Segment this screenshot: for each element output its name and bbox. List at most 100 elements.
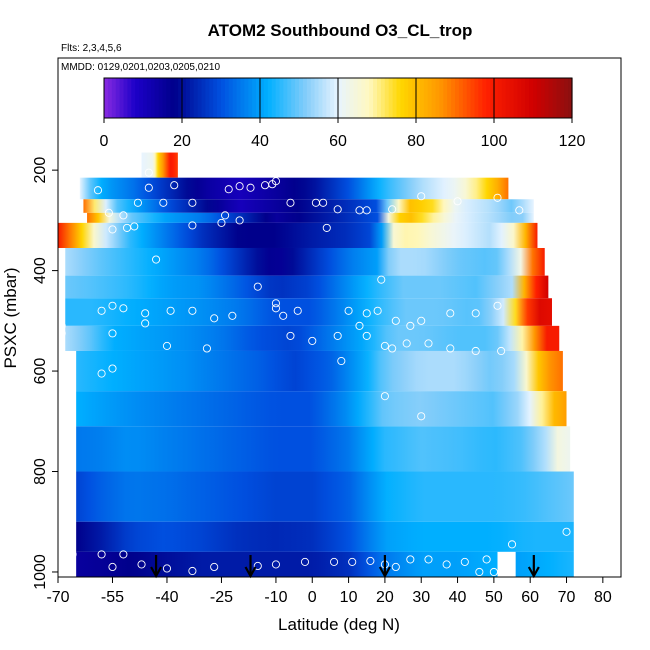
colorbar-swatch	[466, 78, 472, 118]
arrow-marker	[244, 555, 257, 579]
sample-point	[460, 557, 469, 566]
sample-point	[221, 211, 230, 220]
colorbar-swatch	[501, 78, 507, 118]
colorbar-swatch	[361, 78, 366, 118]
colorbar-swatch	[334, 78, 339, 118]
colorbar-swatch	[197, 78, 203, 118]
sample-point	[417, 192, 426, 201]
colorbar-swatch	[127, 78, 132, 118]
heatmap-band	[515, 551, 574, 577]
sample-point	[141, 319, 150, 328]
colorbar-swatch	[443, 78, 448, 118]
sample-point	[562, 527, 571, 536]
colorbar-swatch	[158, 78, 164, 118]
colorbar-swatch	[318, 78, 323, 118]
colorbar-swatch	[185, 78, 191, 118]
sample-point	[402, 339, 411, 348]
colorbar-swatch	[462, 78, 468, 118]
sample-point	[286, 331, 295, 340]
colorbar-swatch	[131, 78, 136, 118]
x-tick-label: 60	[521, 589, 539, 606]
sample-point	[417, 412, 426, 421]
colorbar-tick-label: 120	[559, 133, 586, 150]
sample-point	[391, 562, 400, 572]
colorbar-swatch	[115, 78, 121, 118]
sample-point	[319, 198, 328, 207]
sample-point	[108, 364, 117, 373]
sample-point	[380, 341, 389, 350]
sample-point	[188, 566, 197, 576]
sample-point	[471, 346, 480, 356]
sample-point	[515, 206, 524, 215]
x-axis-label: Latitude (deg N)	[278, 615, 400, 634]
sample-point	[108, 225, 117, 234]
heatmap-layer	[58, 152, 574, 577]
arrow-marker	[527, 555, 540, 579]
sample-point	[300, 557, 310, 566]
sample-point	[406, 321, 415, 330]
colorbar-swatch	[548, 78, 554, 118]
colorbar-swatch	[205, 78, 210, 118]
heatmap-cell	[497, 551, 516, 577]
heatmap-band	[87, 212, 534, 223]
sample-point	[362, 331, 371, 340]
y-axis: 200 400 600 800 1000	[32, 157, 59, 590]
colorbar-swatch	[322, 78, 327, 118]
sample-point	[93, 186, 103, 195]
x-tick-label: 70	[558, 589, 576, 606]
sample-point	[122, 223, 132, 232]
sample-point	[68, 550, 77, 559]
heatmap-band	[76, 350, 563, 392]
colorbar-swatch	[104, 78, 109, 118]
sample-point	[253, 282, 262, 291]
sample-point	[391, 316, 400, 325]
colorbar-swatch	[373, 78, 378, 118]
colorbar-swatch	[494, 78, 499, 118]
arrow-markers	[150, 555, 540, 579]
colorbar-swatch	[299, 78, 304, 118]
sample-point	[475, 567, 484, 577]
colorbar-swatch	[338, 78, 343, 118]
sample-point	[159, 198, 168, 207]
sample-point	[217, 218, 226, 227]
sample-point	[271, 299, 280, 308]
colorbar-swatch	[287, 78, 292, 118]
x-tick-label: -70	[46, 589, 69, 606]
y-axis-label: PSXC (mbar)	[1, 267, 20, 368]
colorbar-swatch	[353, 78, 359, 118]
sample-point	[388, 205, 397, 214]
colorbar-swatch	[365, 78, 370, 118]
colorbar-swatch	[369, 78, 374, 118]
colorbar-ticks: 0 20 40 60 80 100 120	[100, 78, 586, 150]
colorbar-swatch	[295, 78, 300, 118]
sample-point	[235, 182, 244, 191]
colorbar-swatch	[271, 78, 277, 118]
colorbar-swatch	[455, 78, 460, 118]
sample-point	[293, 306, 302, 315]
arrow-head	[244, 566, 257, 579]
y-tick-label: 600	[32, 358, 49, 385]
y-tick-label: 400	[32, 257, 49, 284]
colorbar-swatch	[201, 78, 206, 118]
sample-point	[424, 555, 433, 564]
sample-point	[137, 560, 146, 569]
chart-title: ATOM2 Southbound O3_CL_trop	[208, 21, 473, 40]
colorbar-swatch	[330, 78, 335, 118]
colorbar-tick-label: 60	[329, 133, 347, 150]
colorbar-swatch	[396, 78, 401, 118]
colorbar-swatch	[423, 78, 429, 118]
colorbar-swatch	[267, 78, 273, 118]
colorbar-swatch	[517, 78, 522, 118]
heatmap-band	[76, 551, 498, 577]
heatmap-band	[65, 325, 560, 351]
heatmap-band	[65, 275, 549, 299]
colorbar-swatch	[400, 78, 405, 118]
colorbar-tick-label: 80	[407, 133, 425, 150]
sample-point	[362, 206, 371, 215]
sample-point	[57, 321, 66, 330]
heatmap-band	[83, 199, 534, 213]
sample-points	[57, 168, 571, 577]
colorbar-swatch	[412, 78, 417, 118]
colorbar-swatch	[568, 78, 573, 118]
sample-point	[337, 356, 346, 366]
